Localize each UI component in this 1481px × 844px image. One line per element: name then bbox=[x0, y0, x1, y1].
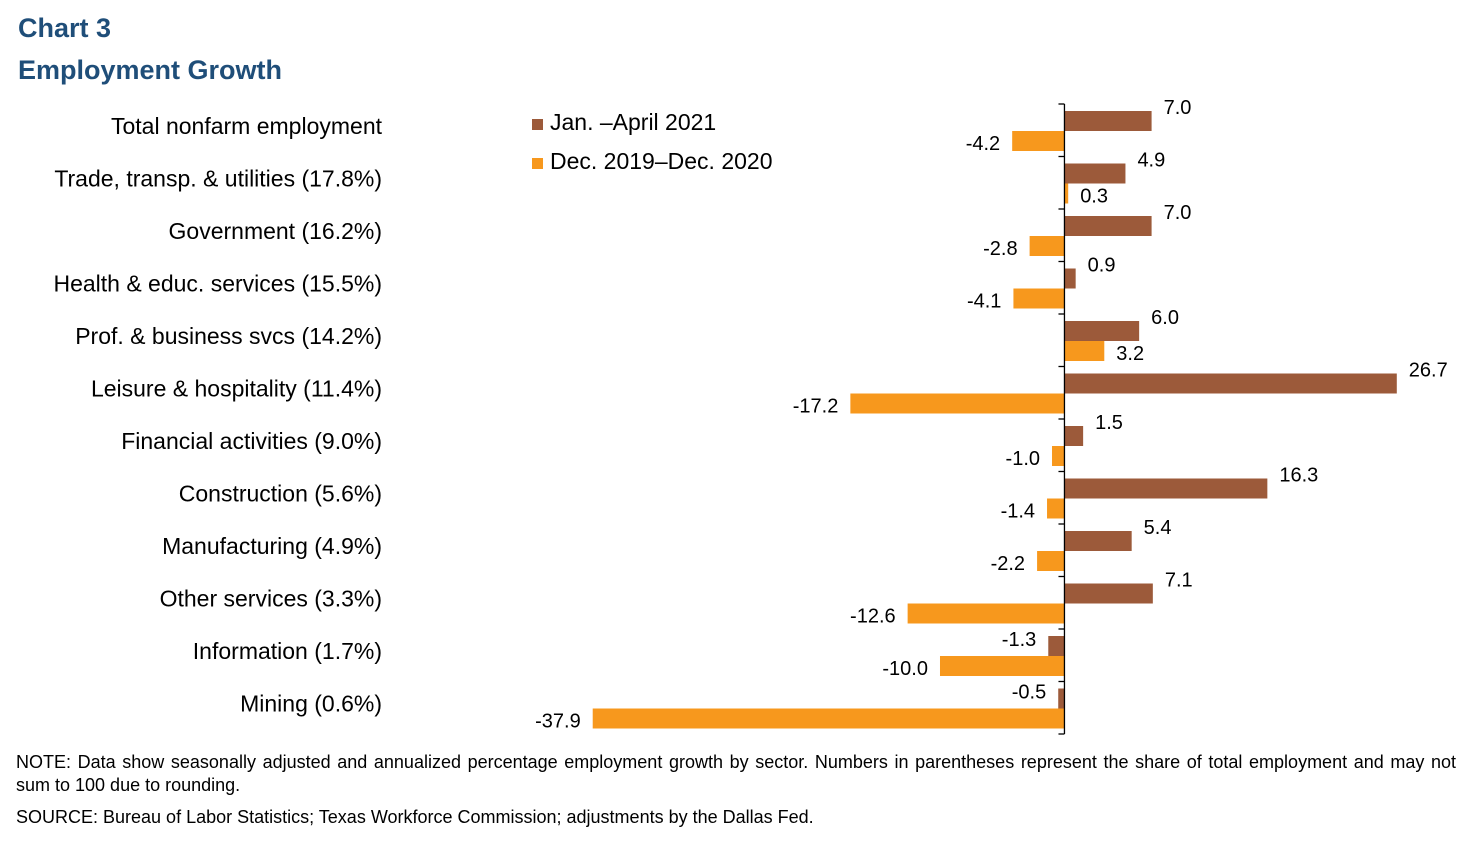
data-label: 7.1 bbox=[1165, 570, 1193, 592]
data-label: 7.0 bbox=[1164, 97, 1192, 119]
legend: Jan. –April 2021 Dec. 2019–Dec. 2020 bbox=[532, 109, 773, 174]
legend-swatch bbox=[532, 158, 543, 169]
data-label: -1.0 bbox=[1006, 448, 1040, 470]
bar-jan-april-2021 bbox=[1064, 163, 1126, 184]
bar-jan-april-2021 bbox=[1064, 111, 1152, 131]
category-label: Prof. & business svcs (14.2%) bbox=[75, 323, 382, 349]
data-label: -4.1 bbox=[967, 291, 1001, 313]
category-label: Mining (0.6%) bbox=[240, 691, 382, 717]
value-labels: 7.0 -4.2 4.9 0.3 7.0 -2.8 0.9 -4.1 6.0 3.2 26.7 -17… bbox=[535, 97, 1448, 733]
data-label: -10.0 bbox=[882, 658, 928, 680]
y-axis bbox=[1058, 103, 1066, 735]
category-label: Information (1.7%) bbox=[193, 638, 382, 664]
data-label: 3.2 bbox=[1116, 343, 1144, 365]
bar-jan-april-2021 bbox=[1048, 636, 1065, 656]
data-label: -17.2 bbox=[793, 396, 839, 418]
bar-jan-april-2021 bbox=[1064, 373, 1397, 394]
data-label: 5.4 bbox=[1144, 517, 1172, 539]
data-label: -4.2 bbox=[966, 133, 1000, 155]
bar-jan-april-2021 bbox=[1064, 478, 1268, 499]
category-label: Total nonfarm employment bbox=[111, 113, 383, 139]
bar-dec2019-dec2020 bbox=[592, 708, 1065, 729]
data-label: -1.4 bbox=[1001, 501, 1035, 523]
footnote: NOTE: Data show seasonally adjusted and … bbox=[16, 752, 1456, 795]
legend-swatch bbox=[532, 119, 543, 130]
category-label: Health & educ. services (15.5%) bbox=[53, 271, 382, 297]
bar-jan-april-2021 bbox=[1064, 216, 1152, 236]
bar-jan-april-2021 bbox=[1064, 321, 1140, 341]
bar-jan-april-2021 bbox=[1064, 268, 1076, 289]
category-label: Other services (3.3%) bbox=[160, 586, 382, 612]
bar-jan-april-2021 bbox=[1064, 531, 1132, 551]
data-label: 0.9 bbox=[1088, 255, 1116, 277]
category-label: Manufacturing (4.9%) bbox=[162, 533, 382, 559]
data-label: 4.9 bbox=[1137, 150, 1165, 172]
bar-dec2019-dec2020 bbox=[1052, 446, 1065, 466]
bar-dec2019-dec2020 bbox=[1047, 498, 1065, 519]
source-note: SOURCE: Bureau of Labor Statistics; Texa… bbox=[16, 807, 814, 827]
data-label: -2.2 bbox=[991, 553, 1025, 575]
category-label: Financial activities (9.0%) bbox=[121, 428, 382, 454]
category-label: Trade, transp. & utilities (17.8%) bbox=[54, 166, 382, 192]
bars bbox=[592, 111, 1397, 729]
data-label: 1.5 bbox=[1095, 412, 1123, 434]
bar-dec2019-dec2020 bbox=[1012, 131, 1065, 151]
bar-dec2019-dec2020 bbox=[1064, 341, 1105, 361]
data-label: -37.9 bbox=[535, 711, 581, 733]
bar-dec2019-dec2020 bbox=[907, 603, 1065, 624]
category-label: Construction (5.6%) bbox=[179, 481, 382, 507]
bar-chart: Total nonfarm employment Trade, transp. &… bbox=[53, 97, 1448, 735]
legend-label: Jan. –April 2021 bbox=[550, 109, 716, 135]
bar-dec2019-dec2020 bbox=[850, 393, 1065, 414]
data-label: 16.3 bbox=[1279, 465, 1318, 487]
chart-number: Chart 3 bbox=[18, 13, 112, 43]
bar-dec2019-dec2020 bbox=[939, 656, 1065, 676]
category-labels: Total nonfarm employment Trade, transp. &… bbox=[53, 113, 382, 717]
data-label: 6.0 bbox=[1151, 307, 1179, 329]
bar-dec2019-dec2020 bbox=[1029, 236, 1065, 256]
data-label: 26.7 bbox=[1409, 360, 1448, 382]
legend-label: Dec. 2019–Dec. 2020 bbox=[550, 148, 773, 174]
category-label: Government (16.2%) bbox=[169, 218, 382, 244]
bar-jan-april-2021 bbox=[1064, 583, 1153, 604]
data-label: -0.5 bbox=[1012, 682, 1046, 704]
bar-dec2019-dec2020 bbox=[1037, 551, 1065, 571]
data-label: -12.6 bbox=[850, 606, 896, 628]
data-label: 7.0 bbox=[1164, 202, 1192, 224]
bar-jan-april-2021 bbox=[1064, 426, 1084, 446]
data-label: -1.3 bbox=[1002, 629, 1036, 651]
bar-dec2019-dec2020 bbox=[1064, 183, 1069, 204]
data-label: 0.3 bbox=[1080, 186, 1108, 208]
data-label: -2.8 bbox=[983, 238, 1017, 260]
category-label: Leisure & hospitality (11.4%) bbox=[91, 376, 382, 402]
chart-title: Employment Growth bbox=[18, 55, 283, 85]
bar-jan-april-2021 bbox=[1058, 688, 1065, 709]
bar-dec2019-dec2020 bbox=[1013, 288, 1065, 309]
